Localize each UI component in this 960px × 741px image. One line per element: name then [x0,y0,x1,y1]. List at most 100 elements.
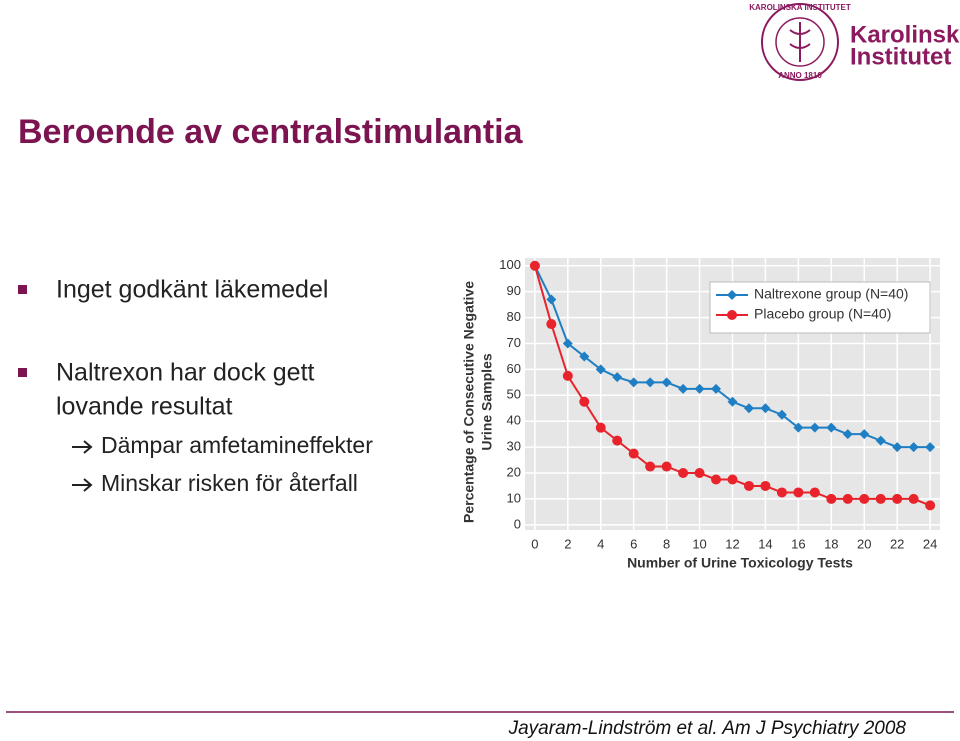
seal-emblem [789,22,811,62]
seal-text: KAROLINSKA INSTITUTET [749,3,851,12]
x-tick-label: 14 [758,536,772,551]
data-point [743,403,754,414]
data-point [628,377,639,388]
y-tick-label: 40 [507,413,521,428]
y-tick-label: 70 [507,335,521,350]
legend-box [709,281,931,334]
data-point [842,429,853,440]
x-tick-label: 20 [857,536,871,551]
data-point [694,383,705,394]
data-point [859,493,870,504]
citation: Jayaram-Lindström et al. Am J Psychiatry… [508,718,907,739]
x-axis-label: Number of Urine Toxicology Tests [627,555,853,571]
data-point [546,319,557,330]
seal-year: ANNO 1810 [778,71,822,80]
data-point [892,493,903,504]
y-tick-label: 20 [507,464,521,479]
y-tick-label: 90 [507,283,521,298]
data-point [711,383,722,394]
logo-name: Institutet [850,43,951,70]
y-tick-label: 60 [507,361,521,376]
arrow-icon [72,478,93,492]
legend-marker [727,290,737,300]
data-point [809,487,820,498]
data-point [925,500,936,511]
data-point [579,396,590,407]
data-point [661,461,672,472]
seal-inner [775,17,825,67]
y-axis-label: Urine Samples [479,353,495,450]
slide-title: Beroende av centralstimulantia [18,113,524,151]
bullet-text: Inget godkänt läkemedel [56,276,328,304]
x-tick-label: 22 [890,536,904,551]
y-tick-label: 10 [507,490,521,505]
y-tick-label: 80 [507,309,521,324]
x-tick-label: 10 [692,536,706,551]
x-tick-label: 12 [725,536,739,551]
data-point [826,493,837,504]
data-point [727,396,738,407]
bullet [18,285,27,294]
data-point [743,480,754,491]
data-point [776,409,787,420]
data-point [529,260,540,271]
y-tick-label: 50 [507,387,521,402]
chart: Percentage of Consecutive Negative Urine… [461,257,940,571]
y-tick-label: 30 [507,439,521,454]
data-point [711,474,722,485]
x-tick-label: 18 [824,536,838,551]
data-point [661,377,672,388]
y-tick-label: 100 [499,257,521,272]
data-point [842,493,853,504]
data-point [579,351,590,362]
data-point [859,429,870,440]
x-tick-label: 0 [531,536,538,551]
data-point [612,372,623,383]
x-tick-label: 2 [564,536,571,551]
data-point [793,487,804,498]
data-point [727,474,738,485]
y-axis-label: Percentage of Consecutive Negative [461,281,477,523]
data-point [694,468,705,479]
bullet [18,368,27,377]
legend-label: Naltrexone group (N=40) [754,286,908,302]
x-tick-label: 8 [663,536,670,551]
y-tick-label: 0 [514,516,521,531]
logo-name: Karolinska [850,21,960,48]
x-tick-label: 6 [630,536,637,551]
sub-bullet-text: Dämpar amfetamineffekter [101,432,373,458]
data-point [546,294,557,305]
seal-ring [761,3,839,81]
data-point [892,442,903,453]
data-point [628,448,639,459]
x-tick-label: 16 [791,536,805,551]
data-point [645,377,656,388]
x-tick-label: 24 [923,536,937,551]
data-point [595,422,606,433]
data-point [908,493,919,504]
data-point [875,435,886,446]
data-point [562,370,573,381]
data-point [612,435,623,446]
data-point [776,487,787,498]
data-point [760,480,771,491]
bullet-text: lovande resultat [56,393,233,421]
bullet-text: Naltrexon har dock gett [56,359,315,387]
arrow-icon [72,440,93,454]
data-point [595,364,606,375]
data-point [875,493,886,504]
data-point [760,403,771,414]
legend-marker [727,310,737,320]
data-point [809,422,820,433]
x-tick-label: 4 [597,536,604,551]
data-point [908,442,919,453]
data-point [793,422,804,433]
data-point [562,338,573,349]
data-point [678,468,689,479]
data-point [826,422,837,433]
legend-label: Placebo group (N=40) [754,306,891,322]
data-point [925,442,936,453]
data-point [678,383,689,394]
logo: KAROLINSKA INSTITUTET ANNO 1810 Karolins… [749,3,960,81]
